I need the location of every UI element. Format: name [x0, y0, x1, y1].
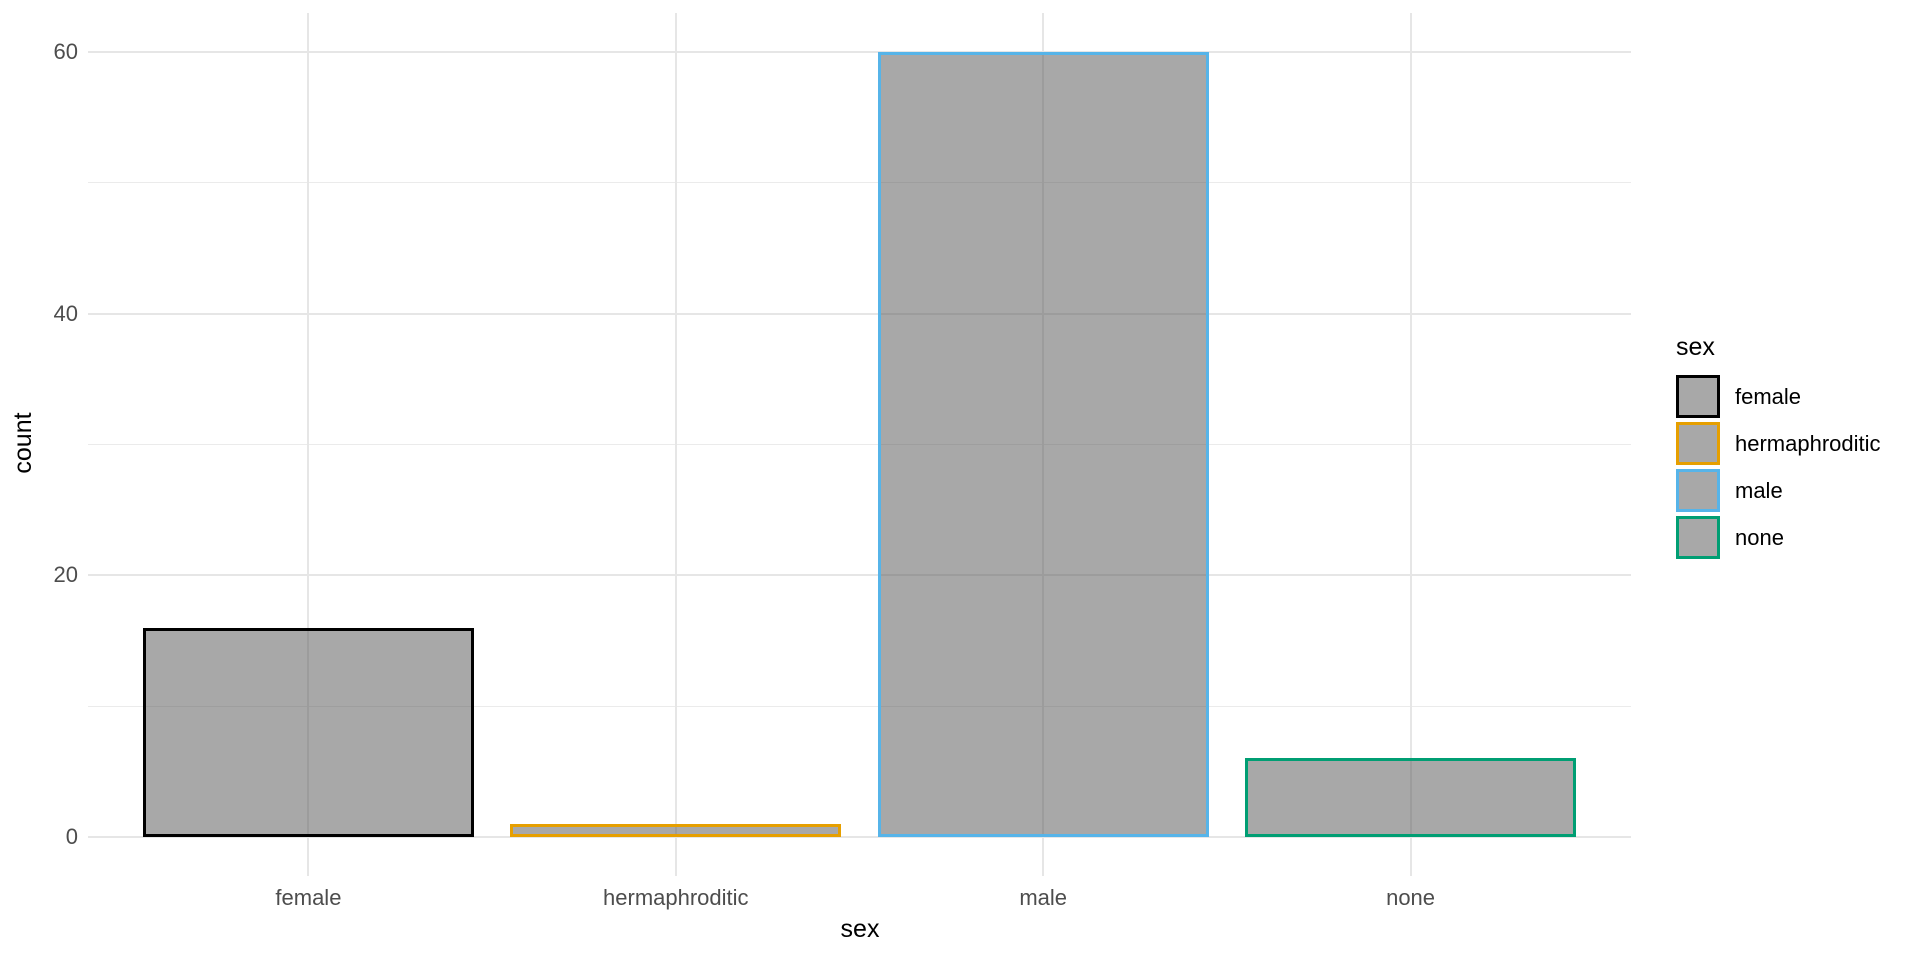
gridline-y-minor [88, 705, 1631, 707]
legend-key-swatch [1676, 422, 1720, 465]
bar-female [143, 627, 474, 837]
gridline-x [307, 13, 310, 876]
y-tick-label: 40 [53, 300, 78, 326]
y-tick-label: 0 [65, 823, 78, 849]
gridline-y-major [88, 574, 1631, 577]
legend-entry: none [1676, 516, 1881, 559]
legend-label: none [1735, 524, 1784, 550]
gridline-y-major [88, 835, 1631, 838]
y-axis-title: count [9, 412, 37, 474]
x-tick-label: none [1386, 885, 1436, 910]
x-tick-label: hermaphroditic [603, 885, 749, 910]
legend-key-swatch [1676, 375, 1720, 418]
legend-label: female [1735, 383, 1802, 409]
legend-entry: male [1676, 469, 1881, 512]
legend-entry: hermaphroditic [1676, 422, 1881, 465]
bar-none [1245, 758, 1576, 837]
legend-label: male [1735, 477, 1783, 503]
legend: sex female hermaphroditic male none [1676, 333, 1881, 563]
gridline-y-minor [88, 182, 1631, 184]
legend-entries: female hermaphroditic male none [1676, 375, 1881, 559]
x-tick-label: female [275, 885, 342, 910]
legend-key-swatch [1676, 469, 1720, 512]
x-axis-title: sex [840, 915, 880, 943]
bar-hermaphroditic [510, 823, 842, 837]
gridline-y-minor [88, 444, 1631, 445]
y-tick-label: 60 [53, 39, 78, 65]
y-tick-label: 20 [53, 562, 78, 588]
gridline-y-major [88, 51, 1631, 54]
x-tick-label: male [1019, 885, 1068, 910]
gridline-x [674, 13, 677, 876]
legend-title: sex [1676, 333, 1715, 361]
legend-entry: female [1676, 375, 1881, 418]
legend-key-swatch [1676, 516, 1720, 559]
gridline-x [1409, 13, 1412, 876]
bar-male [877, 52, 1209, 837]
legend-label: hermaphroditic [1735, 430, 1881, 456]
gridline-y-major [88, 312, 1631, 315]
